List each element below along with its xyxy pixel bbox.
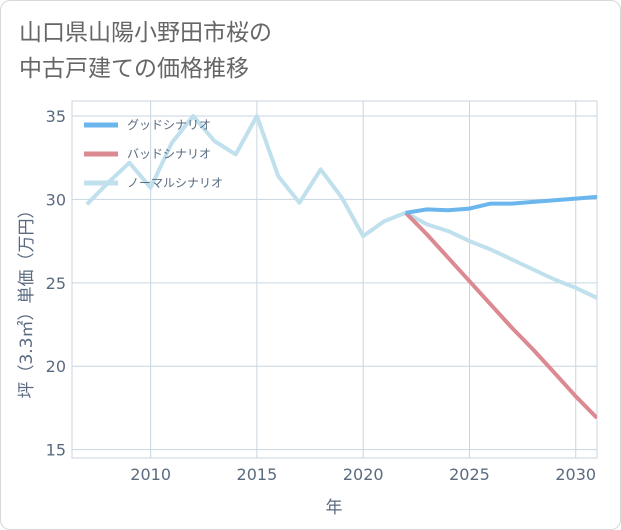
x-tick-label: 2015 — [237, 465, 278, 484]
x-tick-labels: 2010 2015 2020 2025 2030 — [130, 465, 596, 484]
y-axis-title: 坪（3.3㎡）単価（万円） — [17, 201, 37, 398]
y-tick-label: 25 — [46, 274, 66, 293]
x-tick-label: 2010 — [130, 465, 171, 484]
x-axis-title: 年 — [326, 498, 343, 518]
x-tick-label: 2030 — [555, 465, 596, 484]
series-line-bad — [404, 211, 597, 420]
x-tick-label: 2025 — [449, 465, 490, 484]
x-tick-label: 2020 — [343, 465, 384, 484]
plot-frame — [71, 100, 598, 459]
y-tick-label: 15 — [46, 441, 66, 460]
y-tick-labels: 15 20 25 30 35 — [46, 107, 66, 460]
chart-title: 山口県山陽小野田市桜の 中古戸建ての価格推移 — [19, 20, 272, 82]
series-layer — [85, 114, 597, 420]
series-line-good — [405, 194, 597, 215]
legend-label-bad: バッドシナリオ — [127, 147, 211, 161]
y-tick-label: 35 — [46, 107, 66, 126]
y-tick-label: 20 — [46, 357, 66, 376]
legend-label-good: グッドシナリオ — [127, 118, 211, 132]
y-tick-label: 30 — [46, 190, 66, 209]
legend-label-normal: ノーマルシナリオ — [127, 176, 223, 190]
series-line-normal — [85, 114, 597, 300]
